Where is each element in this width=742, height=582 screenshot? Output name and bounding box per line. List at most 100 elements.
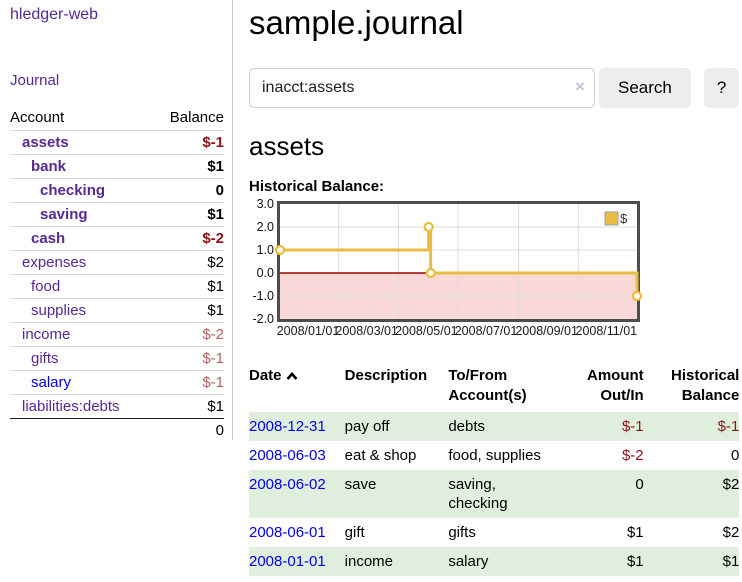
account-balance: $1 [153,202,224,227]
register-cell-date: 2008-06-03 [249,441,345,470]
transaction-date-link[interactable]: 2008-06-03 [249,447,326,464]
accounts-total-value: 0 [153,418,224,442]
account-row: food $1 [10,274,224,299]
search-field-wrap: × [249,68,595,108]
register-cell-description: gift [344,524,365,541]
account-row: salary $-1 [10,370,224,395]
register-header-balance: Historical Balance [670,367,740,404]
register-header-amount: Amount Out/In [587,367,644,404]
register-row[interactable]: 2008-06-02 save saving, checking 0 $2 [249,470,740,518]
account-link[interactable]: expenses [22,254,87,271]
register-cell-description: pay off [344,418,390,435]
register-row[interactable]: 2008-01-01 income salary $1 $1 [249,547,740,576]
help-button[interactable]: ? [703,68,740,108]
register-cell-accounts: gifts [448,524,476,541]
register-cell-balance: $2 [722,524,740,541]
x-axis-tick-label: 2008/03/01 [335,324,398,338]
chart-title: Historical Balance: [249,178,385,195]
account-link[interactable]: income [22,326,71,343]
register-cell-description: save [344,476,377,493]
register-cell-date: 2008-01-01 [249,547,345,576]
account-row: checking 0 [10,178,224,203]
register-cell-date: 2008-06-01 [249,518,345,547]
account-row: liabilities:debts $1 [10,394,224,419]
register-table-body: 2008-12-31 pay off debts $-1 $-1 2008-06-03 ea… [249,412,740,576]
account-balance: $1 [153,394,224,419]
account-link[interactable]: checking [40,182,106,199]
svg-text:$: $ [620,211,628,226]
register-cell-amount: $1 [626,524,644,541]
app-title-link[interactable]: hledger-web [10,6,99,23]
account-balance: 0 [153,178,224,203]
account-link[interactable]: salary [31,374,72,391]
account-row: saving $1 [10,202,224,227]
account-link[interactable]: food [31,278,61,295]
account-row: gifts $-1 [10,346,224,371]
account-row: expenses $2 [10,250,224,275]
search-input[interactable] [249,68,595,108]
account-link[interactable]: cash [31,230,66,247]
y-axis-tick-label: 1.0 [256,243,274,257]
clear-search-icon[interactable]: × [575,77,585,97]
register-cell-amount: $-2 [621,447,644,464]
account-link[interactable]: liabilities:debts [22,398,120,415]
search-row: × Search ? [249,68,740,108]
account-link[interactable]: supplies [31,302,87,319]
account-balance: $-2 [153,322,224,347]
accounts-header-account: Account [10,109,65,126]
chart-wrap: 3.0 2.0 1.0 0.0 -1.0 -2.0 $ 2008/01/01 2008/03… [249,198,739,340]
accounts-table: Account Balance assets $-1 bank $1 checking 0… [10,106,224,442]
transaction-date-link[interactable]: 2008-12-31 [249,418,326,435]
page-title: sample.journal [249,4,464,41]
register-cell-amount: $-1 [621,418,644,435]
balance-chart: 3.0 2.0 1.0 0.0 -1.0 -2.0 $ 2008/01/01 2008/03… [249,198,739,340]
register-cell-amount: 0 [635,476,644,493]
register-cell-accounts: debts [448,418,486,435]
register-header-row: Date Description To/From Account(s) Amou… [249,364,739,412]
account-row: income $-2 [10,322,224,347]
x-axis-tick-label: 2008/01/01 [276,324,340,338]
account-balance: $-1 [153,346,224,371]
x-axis-tick-label: 2008/11/01 [575,324,638,338]
search-button[interactable]: Search [599,68,691,108]
y-axis-tick-label: -1.0 [252,289,274,303]
account-link[interactable]: gifts [31,350,59,367]
register-row[interactable]: 2008-06-01 gift gifts $1 $2 [249,518,739,547]
sidebar: hledger-web Journal Account Balance asse… [0,0,233,442]
account-heading: assets [249,131,325,161]
nav-journal-link[interactable]: Journal [10,72,60,89]
register-header-description: Description [344,367,428,384]
y-axis-tick-label: -2.0 [252,312,274,326]
account-balance: $1 [153,298,224,323]
x-axis-tick-label: 2008/05/01 [395,324,458,338]
account-link[interactable]: bank [31,158,67,175]
account-link[interactable]: assets [22,134,69,151]
register-row[interactable]: 2008-06-03 eat & shop food, supplies $-2 0 [249,441,739,470]
account-balance: $1 [153,154,224,179]
register-cell-balance: $2 [722,476,740,493]
x-axis-tick-label: 2008/07/01 [454,324,518,338]
register-cell-balance: $-1 [717,418,740,435]
register-header-date[interactable]: Date [249,364,345,412]
x-axis-tick-label: 2008/09/01 [515,324,578,338]
accounts-table-body: assets $-1 bank $1 checking 0 saving $1 cash $-2 e… [10,130,224,419]
account-link[interactable]: saving [40,206,88,223]
register-header-date-label: Date [249,367,282,384]
chart-x-axis-labels: 2008/01/01 2008/03/01 2008/05/01 2008/07/01… [277,324,739,340]
register-cell-amount: $1 [626,553,644,570]
sort-ascending-icon [286,372,297,380]
accounts-header-row: Account Balance [10,106,224,131]
y-axis-tick-label: 0.0 [256,266,274,280]
transaction-date-link[interactable]: 2008-01-01 [249,553,326,570]
app-title: hledger-web [10,5,224,24]
accounts-header-balance: Balance [169,109,224,126]
register-row[interactable]: 2008-12-31 pay off debts $-1 $-1 [249,412,740,441]
transaction-date-link[interactable]: 2008-06-01 [249,524,326,541]
transaction-date-link[interactable]: 2008-06-02 [249,476,326,493]
register-cell-date: 2008-06-02 [249,470,345,518]
account-balance: $-1 [153,130,224,155]
chart-plot-area: $ [274,201,643,322]
register-table: Date Description To/From Account(s) Amou… [249,364,740,576]
register-cell-accounts: salary [448,553,489,570]
register-cell-date: 2008-12-31 [249,412,345,441]
